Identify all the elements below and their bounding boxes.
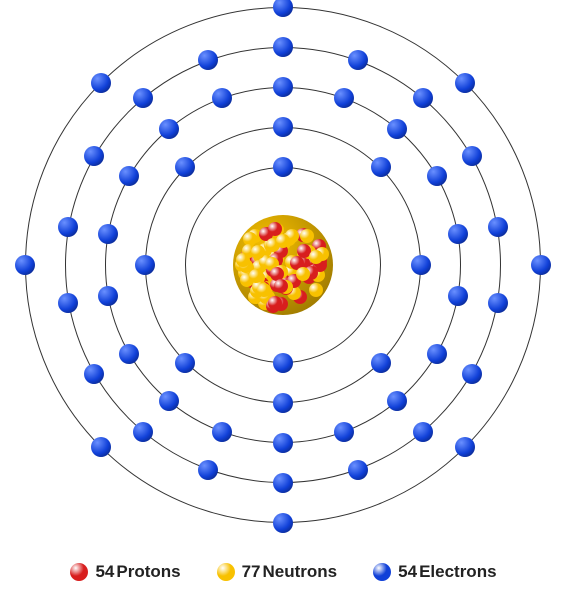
electron: [91, 73, 111, 93]
electron: [411, 255, 431, 275]
electron: [273, 117, 293, 137]
electron: [427, 166, 447, 186]
electron: [371, 353, 391, 373]
neutron: [251, 245, 265, 259]
electron: [119, 344, 139, 364]
electron: [448, 286, 468, 306]
electron: [348, 460, 368, 480]
electron: [58, 217, 78, 237]
proton: [274, 279, 288, 293]
electron: [273, 433, 293, 453]
electrons-label: Electrons: [419, 562, 496, 581]
legend-item-neutrons: 77Neutrons: [217, 562, 338, 582]
electron: [334, 88, 354, 108]
neutron: [296, 267, 310, 281]
electron: [212, 88, 232, 108]
neutron: [236, 253, 250, 267]
legend-item-protons: 54Protons: [70, 562, 180, 582]
nucleus: [233, 215, 333, 315]
electron: [531, 255, 551, 275]
electron: [448, 224, 468, 244]
electron: [413, 88, 433, 108]
electron: [273, 157, 293, 177]
neutron: [249, 269, 263, 283]
electron: [455, 73, 475, 93]
neutron: [300, 229, 314, 243]
electron: [84, 146, 104, 166]
electron: [455, 437, 475, 457]
electron: [58, 293, 78, 313]
electron-icon: [373, 563, 391, 581]
electron: [488, 293, 508, 313]
legend-item-electrons: 54Electrons: [373, 562, 496, 582]
neutrons-label: Neutrons: [263, 562, 338, 581]
protons-label: Protons: [116, 562, 180, 581]
neutron-icon: [217, 563, 235, 581]
electron: [133, 422, 153, 442]
electron: [133, 88, 153, 108]
electron: [273, 473, 293, 493]
electron: [212, 422, 232, 442]
electron: [84, 364, 104, 384]
electron: [488, 217, 508, 237]
electron: [159, 119, 179, 139]
electron: [273, 77, 293, 97]
electron: [371, 157, 391, 177]
electron: [175, 157, 195, 177]
electron: [198, 50, 218, 70]
electron: [413, 422, 433, 442]
electron: [427, 344, 447, 364]
electron: [98, 224, 118, 244]
neutron: [309, 250, 323, 264]
electron: [334, 422, 354, 442]
electron: [273, 353, 293, 373]
electron: [387, 391, 407, 411]
electron: [91, 437, 111, 457]
electron: [159, 391, 179, 411]
electron: [387, 119, 407, 139]
electron: [15, 255, 35, 275]
protons-count: 54: [95, 562, 114, 581]
neutron: [309, 283, 323, 297]
electron: [273, 37, 293, 57]
electron: [98, 286, 118, 306]
electron: [198, 460, 218, 480]
atom-diagram: [0, 0, 567, 530]
neutrons-count: 77: [242, 562, 261, 581]
proton-icon: [70, 563, 88, 581]
electron: [462, 364, 482, 384]
electron: [273, 513, 293, 533]
electron: [175, 353, 195, 373]
legend: 54Protons 77Neutrons 54Electrons: [0, 562, 567, 582]
electrons-count: 54: [398, 562, 417, 581]
electron: [135, 255, 155, 275]
electron: [462, 146, 482, 166]
electron: [348, 50, 368, 70]
electron: [273, 393, 293, 413]
electron: [119, 166, 139, 186]
